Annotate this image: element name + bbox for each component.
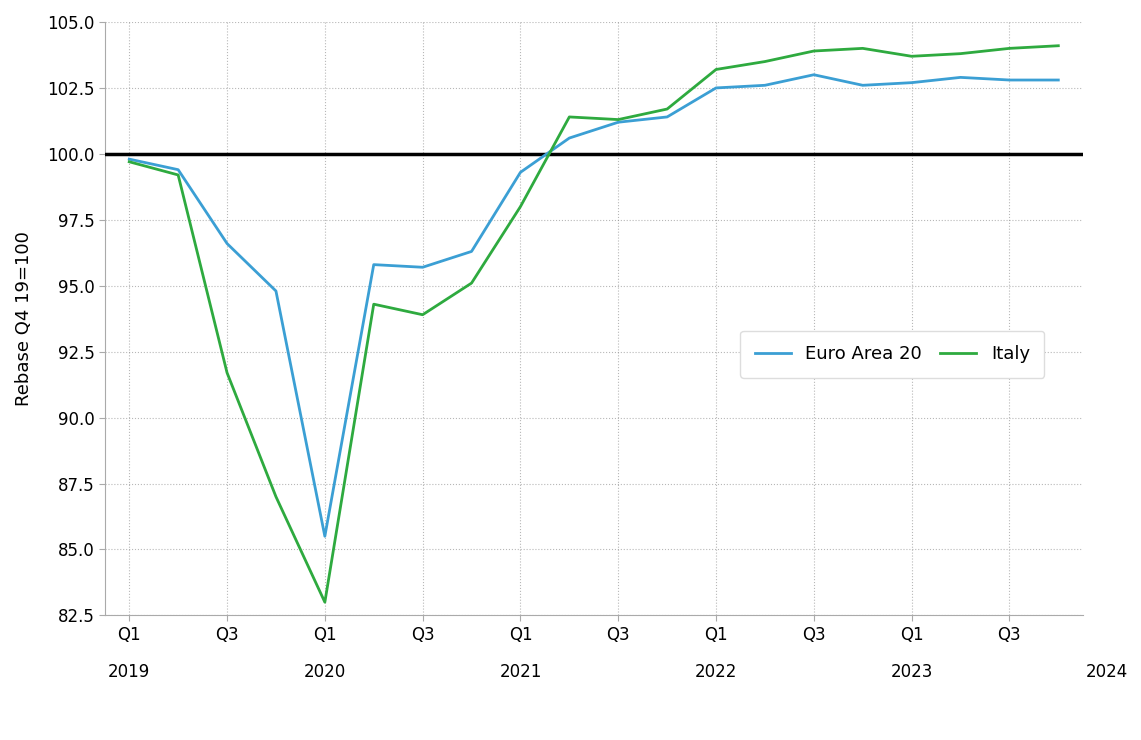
Italy — [1052, 41, 1066, 50]
Italy — [710, 65, 723, 74]
Text: 2020: 2020 — [304, 662, 346, 681]
Italy — [856, 44, 869, 53]
Italy — [367, 300, 381, 309]
Text: 2024: 2024 — [1086, 662, 1128, 681]
Italy — [758, 57, 771, 66]
Euro Area 20 — [905, 78, 919, 87]
Euro Area 20 — [1052, 75, 1066, 84]
Italy — [171, 170, 185, 179]
Italy — [661, 104, 674, 113]
Euro Area 20 — [710, 84, 723, 92]
Euro Area 20 — [122, 155, 136, 164]
Text: 2019: 2019 — [108, 662, 151, 681]
Euro Area 20 — [954, 73, 968, 82]
Euro Area 20 — [464, 247, 478, 256]
Line: Italy: Italy — [129, 46, 1059, 602]
Italy — [220, 369, 234, 377]
Italy — [415, 310, 429, 319]
Y-axis label: Rebase Q4 19=100: Rebase Q4 19=100 — [15, 232, 33, 406]
Italy — [122, 158, 136, 166]
Text: 2023: 2023 — [890, 662, 933, 681]
Euro Area 20 — [856, 81, 869, 90]
Euro Area 20 — [415, 263, 429, 272]
Italy — [807, 47, 820, 55]
Italy — [954, 49, 968, 58]
Line: Euro Area 20: Euro Area 20 — [129, 75, 1059, 536]
Text: 2021: 2021 — [500, 662, 542, 681]
Euro Area 20 — [367, 260, 381, 269]
Euro Area 20 — [807, 70, 820, 79]
Italy — [464, 279, 478, 288]
Euro Area 20 — [612, 118, 625, 127]
Euro Area 20 — [661, 112, 674, 121]
Euro Area 20 — [1003, 75, 1017, 84]
Euro Area 20 — [171, 165, 185, 174]
Italy — [612, 115, 625, 124]
Euro Area 20 — [563, 134, 576, 143]
Euro Area 20 — [318, 532, 332, 541]
Italy — [318, 598, 332, 607]
Euro Area 20 — [513, 168, 527, 177]
Euro Area 20 — [269, 286, 283, 295]
Legend: Euro Area 20, Italy: Euro Area 20, Italy — [741, 331, 1044, 377]
Italy — [513, 202, 527, 211]
Euro Area 20 — [220, 239, 234, 248]
Italy — [905, 52, 919, 61]
Text: 2022: 2022 — [695, 662, 737, 681]
Italy — [1003, 44, 1017, 53]
Italy — [563, 112, 576, 121]
Euro Area 20 — [758, 81, 771, 90]
Italy — [269, 492, 283, 501]
